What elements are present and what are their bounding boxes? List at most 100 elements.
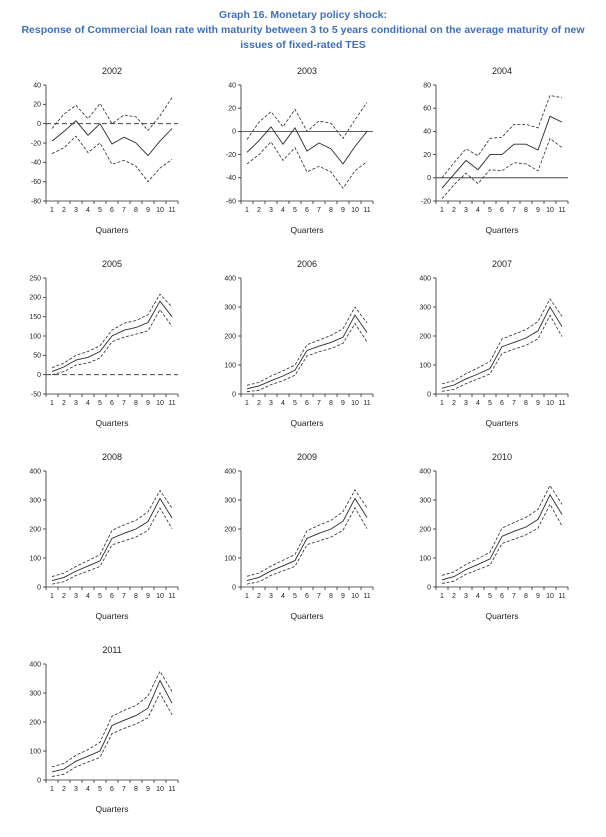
x-tick-label: 11 [168, 593, 175, 600]
x-tick-label: 7 [512, 400, 516, 407]
x-tick-label: 5 [293, 400, 297, 407]
y-tick-label: 400 [29, 468, 41, 475]
x-tick-label: 1 [245, 593, 249, 600]
y-tick-label: 80 [423, 82, 431, 89]
y-tick-label: 300 [419, 497, 431, 504]
x-tick-label: 3 [74, 786, 78, 793]
x-tick-label: 9 [341, 207, 345, 214]
series-upper-band [51, 670, 173, 768]
y-tick-label: 400 [419, 468, 431, 475]
x-tick-label: 7 [317, 593, 321, 600]
x-tick-label: 10 [546, 207, 554, 214]
chart-panel-2006: 2006 0 100 200 300 400 1 2 3 4 5 6 7 8 9 10 11 Quarters [211, 259, 406, 449]
y-tick-label: 0 [427, 584, 431, 591]
x-tick-label: 11 [363, 400, 370, 407]
y-tick-label: 0 [232, 129, 236, 136]
x-tick-label: 5 [488, 400, 492, 407]
series-upper-band [51, 97, 173, 132]
y-tick-label: 200 [29, 719, 41, 726]
x-tick-label: 8 [134, 400, 138, 407]
x-tick-label: 7 [317, 207, 321, 214]
series-response [51, 497, 173, 582]
y-tick-label: 0 [427, 391, 431, 398]
y-tick-label: 400 [224, 275, 236, 282]
chart-panel-2007: 2007 0 100 200 300 400 1 2 3 4 5 6 7 8 9 10 11 Quarters [406, 259, 601, 449]
y-tick-label: 200 [419, 526, 431, 533]
x-axis-label: Quarters [290, 225, 324, 235]
x-tick-label: 3 [464, 400, 468, 407]
y-tick-label: -20 [421, 198, 431, 205]
y-tick-label: 0 [37, 584, 41, 591]
x-axis-label: Quarters [485, 418, 519, 428]
heading-line-1: Graph 16. Monetary policy shock: [218, 9, 388, 21]
x-tick-label: 6 [500, 400, 504, 407]
series-upper-band [441, 94, 563, 179]
x-axis-label: Quarters [95, 804, 129, 814]
chart-canvas: -60 -40 -20 0 20 40 1 2 3 4 5 6 7 8 9 10 11 [211, 79, 383, 219]
chart-panel-2004: 2004 -20 0 20 40 60 80 1 2 3 4 5 6 7 8 9 10 11 Quarters [406, 66, 601, 256]
x-tick-label: 2 [257, 400, 261, 407]
x-tick-label: 8 [524, 400, 528, 407]
chart-title: 2005 [101, 259, 123, 269]
x-tick-label: 3 [269, 400, 273, 407]
series-response [51, 679, 173, 773]
x-tick-label: 4 [281, 593, 285, 600]
y-tick-label: 40 [33, 82, 41, 89]
x-tick-label: 7 [122, 593, 126, 600]
x-tick-label: 7 [512, 593, 516, 600]
heading-line-2: Response of Commercial loan rate with ma… [21, 24, 585, 51]
x-tick-label: 10 [156, 593, 164, 600]
x-tick-label: 8 [134, 593, 138, 600]
series-response [51, 120, 173, 157]
x-tick-label: 9 [341, 400, 345, 407]
y-tick-label: -20 [31, 140, 41, 147]
x-tick-label: 1 [440, 207, 444, 214]
x-tick-label: 7 [512, 207, 516, 214]
x-tick-label: 2 [62, 593, 66, 600]
x-axis-label: Quarters [290, 611, 324, 621]
chart-svg: -20 0 20 40 60 80 1 2 3 4 5 6 7 8 9 10 11 [421, 82, 569, 214]
x-tick-label: 11 [168, 786, 175, 793]
x-tick-label: 8 [329, 207, 333, 214]
x-tick-label: 4 [86, 593, 90, 600]
y-tick-label: 300 [224, 304, 236, 311]
series-response [441, 115, 563, 189]
y-tick-label: 400 [224, 468, 236, 475]
chart-title: 2003 [296, 66, 318, 76]
x-tick-label: 4 [476, 207, 480, 214]
y-tick-label: -60 [31, 179, 41, 186]
series-lower-band [246, 141, 368, 189]
chart-panel-2008: 2008 0 100 200 300 400 1 2 3 4 5 6 7 8 9 10 11 Quarters [16, 452, 211, 642]
y-tick-label: 200 [224, 333, 236, 340]
x-tick-label: 3 [269, 207, 273, 214]
chart-canvas: 0 100 200 300 400 1 2 3 4 5 6 7 8 9 10 11 [16, 658, 188, 798]
y-tick-label: 250 [29, 275, 41, 282]
x-tick-label: 6 [110, 207, 114, 214]
chart-svg: 0 100 200 300 400 1 2 3 4 5 6 7 8 9 10 11 [29, 661, 179, 793]
y-tick-label: 20 [228, 106, 236, 113]
chart-panel-2003: 2003 -60 -40 -20 0 20 40 1 2 3 4 5 6 7 8 9 10 11 Quarter… [211, 66, 406, 256]
chart-svg: 0 100 200 300 400 1 2 3 4 5 6 7 8 9 10 11 [29, 468, 179, 600]
x-tick-label: 10 [351, 207, 359, 214]
x-tick-label: 7 [122, 786, 126, 793]
x-tick-label: 10 [156, 786, 164, 793]
x-tick-label: 2 [257, 593, 261, 600]
x-axis-label: Quarters [485, 225, 519, 235]
y-tick-label: 200 [224, 526, 236, 533]
y-tick-label: 50 [33, 353, 41, 360]
x-tick-label: 5 [293, 207, 297, 214]
y-tick-label: 40 [423, 129, 431, 136]
x-axis-label: Quarters [95, 418, 129, 428]
x-tick-label: 11 [168, 400, 175, 407]
y-tick-label: 100 [224, 555, 236, 562]
x-tick-label: 8 [329, 593, 333, 600]
y-tick-label: 20 [423, 152, 431, 159]
series-lower-band [246, 506, 368, 585]
x-tick-label: 5 [98, 593, 102, 600]
x-tick-label: 8 [134, 207, 138, 214]
y-tick-label: 100 [419, 362, 431, 369]
y-tick-label: 150 [29, 314, 41, 321]
y-tick-label: 100 [29, 333, 41, 340]
x-axis-label: Quarters [95, 611, 129, 621]
x-tick-label: 11 [558, 207, 565, 214]
